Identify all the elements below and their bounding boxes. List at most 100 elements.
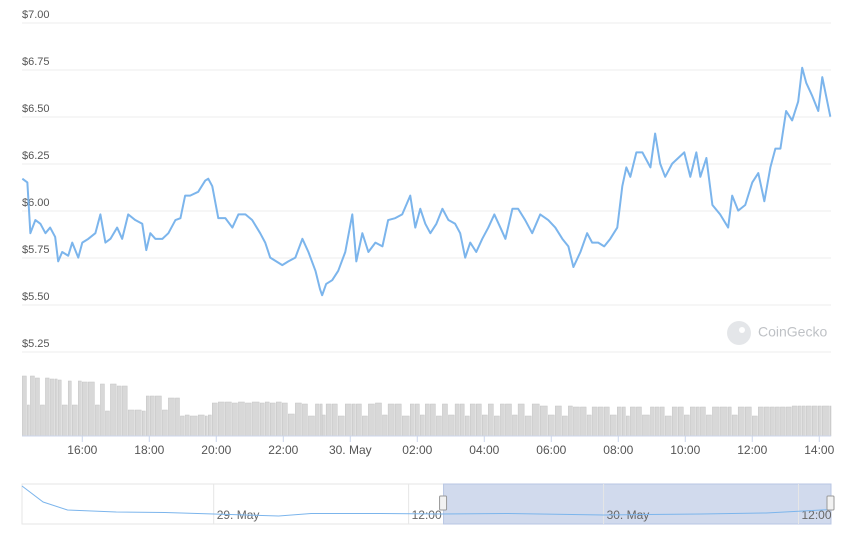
y-tick-label: $5.50 [22, 291, 50, 303]
watermark-icon-eye [739, 327, 745, 333]
y-tick-label: $6.00 [22, 197, 50, 209]
x-tick-label: 10:00 [670, 443, 700, 457]
volume-bar [189, 415, 198, 437]
volume-bar [184, 414, 190, 437]
y-tick-label: $7.00 [22, 9, 50, 21]
volume-bar [282, 402, 288, 437]
volume-bar [127, 409, 135, 437]
volume-bar [712, 406, 720, 437]
x-tick-label: 04:00 [469, 443, 499, 457]
volume-bar [345, 403, 352, 437]
volume-bar [488, 403, 494, 437]
volume-bar [805, 405, 812, 437]
volume-bar [684, 414, 690, 437]
volume-bar [155, 395, 162, 437]
volume-bar [677, 406, 684, 437]
watermark-icon [727, 321, 751, 345]
volume-bar [134, 409, 142, 437]
volume-bar [204, 415, 208, 437]
volume-bar [442, 403, 448, 437]
volume-bar [146, 395, 150, 437]
volume-bar [548, 414, 555, 437]
x-tick-label: 02:00 [402, 443, 432, 457]
volume-bar [331, 403, 338, 437]
volume-bar [382, 414, 388, 437]
volume-bar [830, 405, 832, 437]
volume-bar [319, 403, 323, 437]
x-tick-label: 18:00 [134, 443, 164, 457]
volume-bar [401, 415, 410, 437]
volume-bar [469, 403, 476, 437]
volume-bar [811, 405, 818, 437]
volume-bar [259, 402, 265, 437]
volume-bar [61, 404, 68, 437]
volume-bar [818, 405, 822, 437]
volume-bar [22, 375, 27, 437]
volume-bar [500, 403, 505, 437]
volume-bar [706, 414, 712, 437]
y-tick-label: $5.75 [22, 244, 50, 256]
volume-bar [785, 406, 792, 437]
volume-bar [238, 401, 245, 437]
watermark: CoinGecko [727, 321, 827, 345]
volume-bar [57, 379, 62, 437]
volume-bar [168, 397, 175, 437]
volume-bar [430, 403, 436, 437]
volume-bar [731, 414, 738, 437]
volume-bar [591, 406, 598, 437]
volume-bar [758, 406, 764, 437]
volume-bar [40, 404, 45, 437]
volume-bar [505, 403, 512, 437]
x-tick-label: 06:00 [536, 443, 566, 457]
volume-bar [494, 415, 500, 437]
volume-bar [315, 403, 320, 437]
volume-bar [71, 404, 78, 437]
volume-bar [110, 383, 117, 437]
x-tick-label: 12:00 [737, 443, 767, 457]
volume-bar [337, 415, 345, 437]
navigator-handle[interactable] [826, 495, 835, 511]
volume-bar [218, 401, 225, 437]
x-tick-label: 30. May [329, 443, 372, 457]
volume-bar [142, 410, 146, 437]
volume-bar [454, 403, 460, 437]
price-line [21, 66, 832, 297]
volume-bar [448, 414, 455, 437]
volume-bar [622, 406, 626, 437]
volume-bar [744, 406, 752, 437]
volume-bar [197, 414, 205, 437]
volume-bar [295, 402, 302, 437]
volume-bar [302, 403, 308, 437]
volume-bar [352, 403, 356, 437]
volume-bar [580, 406, 587, 437]
volume-bar [212, 402, 218, 437]
x-tick-label: 22:00 [268, 443, 298, 457]
volume-bar [27, 404, 30, 437]
volume-bar [512, 414, 518, 437]
volume-bar [276, 401, 282, 437]
volume-bar [175, 397, 180, 437]
volume-bar [475, 403, 482, 437]
volume-bar [764, 406, 770, 437]
volume-bar [630, 406, 636, 437]
navigator-handle[interactable] [439, 495, 448, 511]
x-tick-label: 20:00 [201, 443, 231, 457]
volume-bar [586, 414, 592, 437]
volume-bar [775, 406, 780, 437]
volume-bar [770, 406, 775, 437]
x-tick-label: 14:00 [804, 443, 834, 457]
volume-bar [791, 405, 798, 437]
volume-bar [671, 406, 678, 437]
volume-bar [719, 406, 728, 437]
volume-bar [562, 415, 568, 437]
navigator-selection [443, 483, 832, 525]
volume-bar [568, 405, 573, 437]
navigator-tick-label: 12:00 [802, 508, 832, 522]
volume-bar [555, 405, 562, 437]
volume-bar [690, 406, 696, 437]
y-tick-label: $6.50 [22, 103, 50, 115]
volume-bar [251, 401, 260, 437]
volume-bar [78, 380, 82, 437]
volume-bar [150, 395, 155, 437]
